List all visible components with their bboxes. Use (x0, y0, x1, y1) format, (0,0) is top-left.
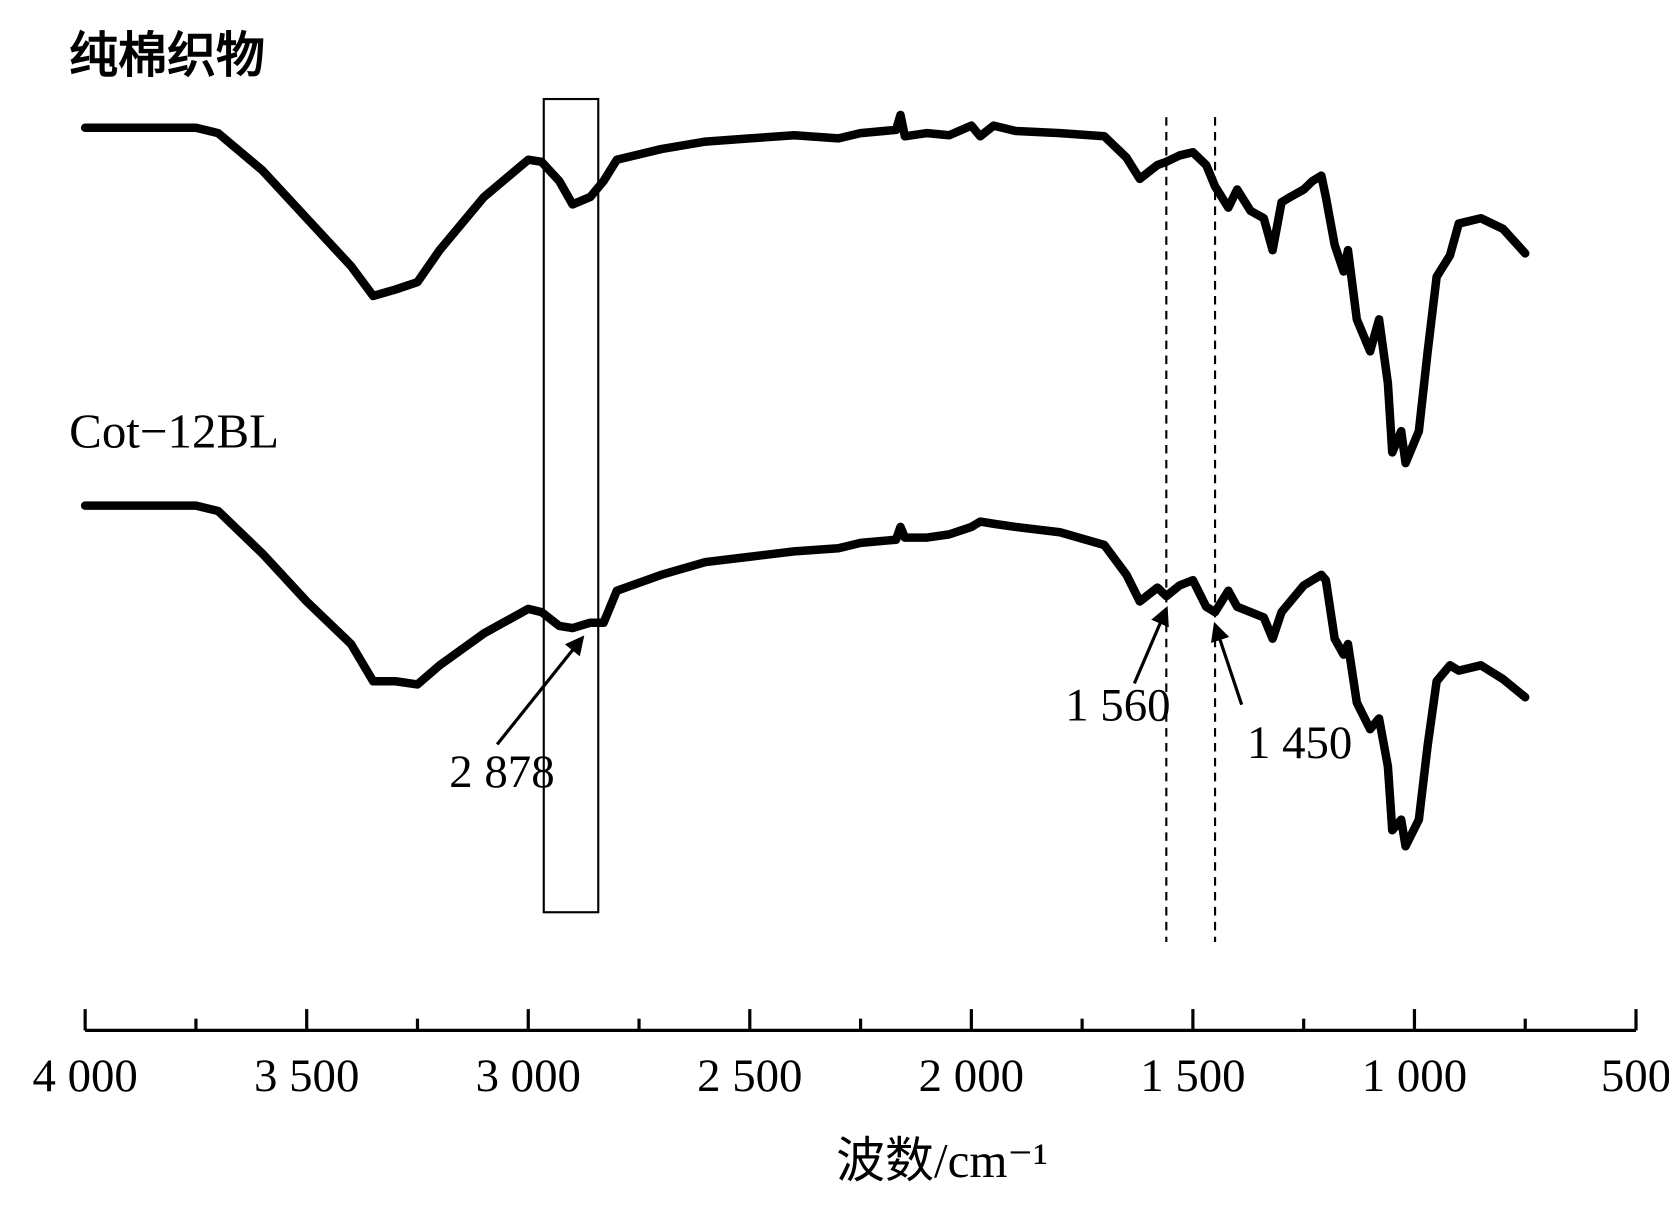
series-label: Cot−12BL (69, 404, 279, 459)
x-tick-label: 2 500 (697, 1050, 802, 1102)
annotation-label: 2 878 (449, 746, 554, 798)
spectrum-line (80, 501, 1530, 851)
annotation-label: 1 560 (1065, 680, 1170, 732)
x-tick-label: 500 (1601, 1050, 1669, 1102)
x-tick-label: 1 500 (1140, 1050, 1245, 1102)
x-tick-label: 4 000 (32, 1050, 137, 1102)
annotation-label: 1 450 (1247, 717, 1352, 769)
annotation-arrow (1211, 621, 1244, 706)
x-tick-label: 3 500 (254, 1050, 359, 1102)
x-tick-label: 3 000 (476, 1050, 581, 1102)
x-axis-label: 波数/cm⁻¹ (836, 1133, 1048, 1188)
highlight-box (542, 97, 600, 914)
annotation-arrow (1132, 605, 1169, 685)
x-tick-label: 2 000 (919, 1050, 1024, 1102)
annotation-arrow (495, 635, 585, 746)
series-label: 纯棉织物 (69, 27, 265, 84)
spectrum-line (80, 110, 1530, 468)
x-tick-label: 1 000 (1362, 1050, 1467, 1102)
